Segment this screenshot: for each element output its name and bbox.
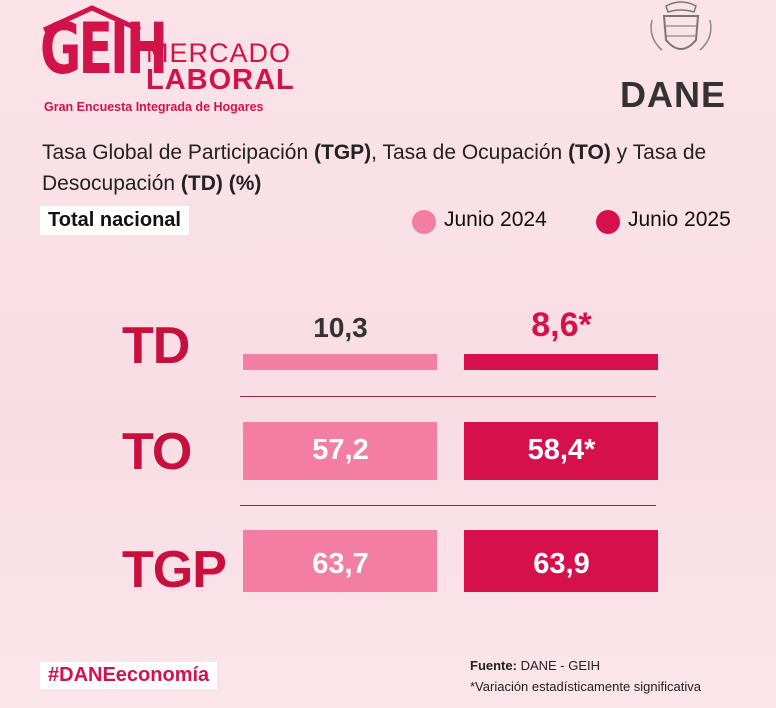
bar-tgp-0	[243, 530, 437, 592]
bar-td-1	[464, 354, 658, 370]
title-part-7: (%)	[228, 172, 262, 195]
bar-td-0	[243, 354, 437, 370]
row-divider	[240, 505, 656, 506]
geih-roof-logo	[42, 5, 142, 33]
title-part-0: Tasa Global de Participación	[42, 141, 314, 164]
title-part-4: y Tasa de Desocupación	[42, 141, 707, 195]
chart-title: Tasa Global de Participación (TGP), Tasa…	[42, 137, 762, 199]
data-label-to-0: 57,2	[312, 434, 369, 466]
data-label-td-0: 10,3	[313, 312, 368, 343]
logo-laboral: LABORAL	[146, 64, 295, 96]
hashtag-badge: #DANEeconomía	[40, 662, 218, 689]
row-label-to: TO	[122, 423, 192, 481]
legend-2025-label: Junio 2025	[628, 208, 731, 231]
row-divider	[240, 396, 656, 397]
bar-to-1	[464, 422, 658, 480]
significance-note: *Variación estadísticamente significativ…	[470, 679, 701, 694]
legend-2024-swatch	[412, 210, 436, 234]
title-part-2: , Tasa de Ocupación	[371, 141, 569, 164]
logo-mercado: MERCADO	[146, 38, 292, 68]
bar-tgp-1	[464, 530, 658, 592]
legend-2024-label: Junio 2024	[444, 208, 547, 231]
source-label: Fuente:	[470, 658, 517, 673]
dane-logo: DANE	[620, 74, 727, 115]
source-text: Fuente: DANE - GEIH	[470, 658, 600, 673]
bar-to-0	[243, 422, 437, 480]
legend-2025-swatch	[596, 210, 620, 234]
source-value: DANE - GEIH	[516, 658, 601, 673]
data-label-td-1: 8,6*	[531, 306, 592, 344]
row-label-tgp: TGP	[122, 541, 227, 599]
data-label-to-1: 58,4*	[527, 434, 596, 466]
logo-subtitle: Gran Encuesta Integrada de Hogares	[44, 100, 264, 114]
geih-logo: GEIH	[40, 8, 168, 90]
data-label-tgp-0: 63,7	[312, 548, 369, 580]
row-label-td: TD	[122, 317, 190, 375]
data-label-tgp-1: 63,9	[533, 548, 590, 580]
title-part-5: (TD)	[180, 172, 223, 195]
scope-badge: Total nacional	[40, 206, 189, 235]
coat-of-arms-icon	[650, 1, 712, 51]
title-part-1: (TGP)	[314, 141, 372, 164]
title-part-3: (TO)	[568, 141, 611, 164]
